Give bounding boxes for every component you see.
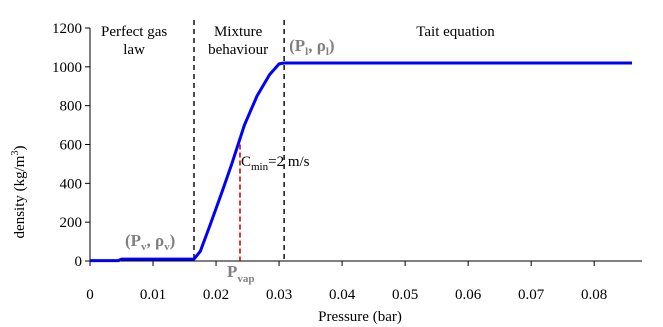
y-tick-label: 0 [75, 254, 83, 270]
p-vap-annotation: Pvap [227, 262, 255, 285]
y-axis-label-sup: 3 [10, 151, 21, 156]
x-axis-label: Pressure (bar) [318, 309, 402, 325]
x-tick-label: 0.07 [518, 287, 545, 303]
x-tick-label: 0.06 [455, 287, 482, 303]
y-tick-label: 200 [60, 215, 83, 231]
region-label-line1: Perfect gas [101, 24, 167, 40]
p-vap-annotation-part-0: P [227, 262, 237, 281]
x-tick-label: 0.01 [140, 287, 166, 303]
pv-rho-v-annotation-part-2: , ρ [147, 231, 165, 250]
region-labels: Perfect gas law Mixture behaviour Tait equat… [101, 24, 495, 58]
region-label-line2: law [123, 42, 145, 58]
x-tick-label: 0.05 [392, 287, 418, 303]
x-tick-label: 0.03 [266, 287, 292, 303]
pv-rho-v-annotation: (Pv, ρv) [125, 231, 175, 253]
pv-rho-v-annotation-part-4: ) [170, 231, 176, 250]
pl-rho-l-annotation-part-1: l [305, 46, 308, 58]
c-min-annotation-part-2: =2 m/s [268, 154, 310, 170]
c-min-annotation: Cmin=2 m/s [241, 154, 310, 173]
series-layer [90, 61, 632, 263]
x-tick-label: 0.04 [329, 287, 356, 303]
y-axis-label-main: density (kg/m [12, 155, 28, 238]
p-vap-annotation-part-1: vap [237, 273, 254, 285]
density-series-line [90, 61, 632, 263]
pl-rho-l-annotation-part-4: ) [329, 36, 335, 55]
y-tick-label: 600 [60, 138, 83, 154]
y-tick-label: 800 [60, 99, 83, 115]
region-label-line2: behaviour [208, 42, 268, 58]
pl-rho-l-annotation-part-0: (P [289, 36, 305, 55]
pv-rho-v-annotation-part-1: v [141, 241, 147, 253]
pl-rho-l-annotation-part-2: , ρ [308, 36, 326, 55]
region-label-line1: Tait equation [416, 24, 495, 40]
pv-rho-v-annotation-part-0: (P [125, 231, 141, 250]
pl-rho-l-annotation: (Pl, ρl) [289, 36, 334, 58]
c-min-annotation-part-0: C [241, 154, 251, 170]
region-label-line1: Mixture [214, 24, 263, 40]
pv-rho-v-annotation-part-3: v [164, 241, 170, 253]
axes: 0 200 400 600 800 1000 1200 0 0.01 0.02 0.03 0.04 0.… [52, 20, 642, 303]
y-axis-label-close: ) [12, 146, 28, 151]
x-tick-label: 0.02 [203, 287, 229, 303]
x-tick-label: 0.08 [581, 287, 607, 303]
y-tick-label: 1200 [52, 21, 82, 37]
x-tick-label: 0 [86, 287, 94, 303]
pl-rho-l-annotation-part-3: l [326, 46, 329, 58]
y-axis-label: density (kg/m3) [10, 146, 28, 239]
y-tick-label: 400 [60, 176, 83, 192]
y-tick-label: 1000 [52, 60, 82, 76]
c-min-annotation-part-1: min [251, 161, 269, 173]
